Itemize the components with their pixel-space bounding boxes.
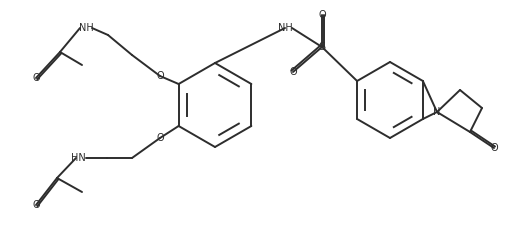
Text: O: O: [289, 67, 297, 77]
Text: O: O: [32, 200, 40, 210]
Text: S: S: [318, 42, 326, 52]
Text: O: O: [32, 73, 40, 83]
Text: O: O: [156, 71, 164, 81]
Text: O: O: [490, 143, 498, 153]
Text: N: N: [433, 107, 440, 117]
Text: HN: HN: [71, 153, 85, 163]
Text: O: O: [156, 133, 164, 143]
Text: NH: NH: [79, 23, 94, 33]
Text: O: O: [318, 10, 326, 20]
Text: NH: NH: [278, 23, 292, 33]
